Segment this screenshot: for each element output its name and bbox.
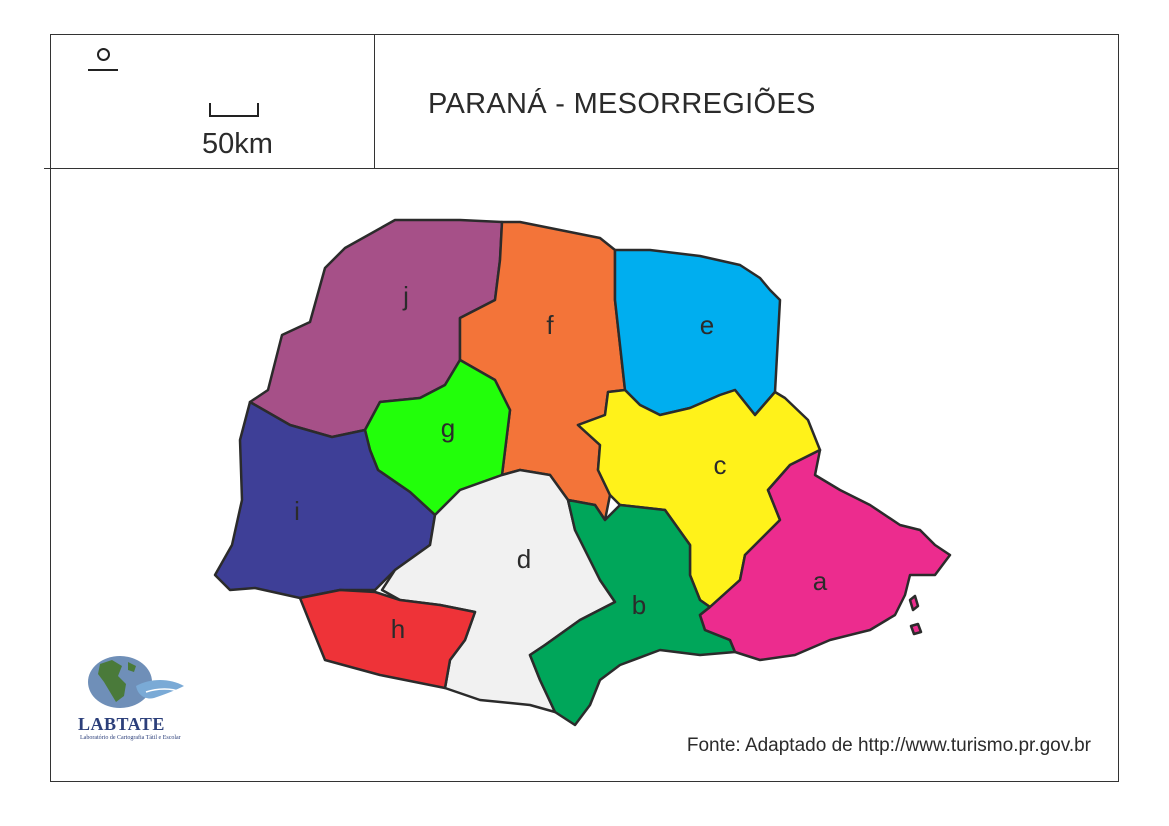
- labtate-logo-icon: [88, 656, 184, 708]
- region-label-e: e: [700, 310, 714, 340]
- header-divider: [374, 34, 375, 168]
- region-e[interactable]: [613, 248, 782, 417]
- region-label-f: f: [546, 310, 554, 340]
- region-label-b: b: [632, 590, 646, 620]
- region-label-j: j: [402, 281, 409, 311]
- region-label-i: i: [294, 496, 300, 526]
- scale-bar: [209, 103, 259, 117]
- region-a-island-1: [908, 594, 920, 612]
- region-i[interactable]: [213, 400, 437, 600]
- north-arrow-icon: [97, 48, 110, 61]
- region-label-h: h: [391, 614, 405, 644]
- logo-subtitle: Laboratório de Cartografia Tátil e Escol…: [80, 735, 181, 741]
- header-rule: [44, 168, 1119, 169]
- source-note: Fonte: Adaptado de http://www.turismo.pr…: [686, 735, 1091, 756]
- map-frame: [50, 34, 1119, 782]
- logo-name: LABTATE: [78, 714, 165, 734]
- region-label-d: d: [517, 544, 531, 574]
- scale-label: 50km: [202, 128, 273, 160]
- region-label-a: a: [813, 566, 828, 596]
- map-title: PARANÁ - MESORREGIÕES: [428, 88, 816, 120]
- north-arrow-line: [88, 69, 118, 71]
- region-a[interactable]: [698, 448, 952, 662]
- region-label-g: g: [441, 413, 455, 443]
- region-b[interactable]: [528, 498, 737, 727]
- region-label-c: c: [714, 450, 727, 480]
- region-a-island-2: [909, 622, 923, 636]
- region-h[interactable]: [298, 588, 477, 690]
